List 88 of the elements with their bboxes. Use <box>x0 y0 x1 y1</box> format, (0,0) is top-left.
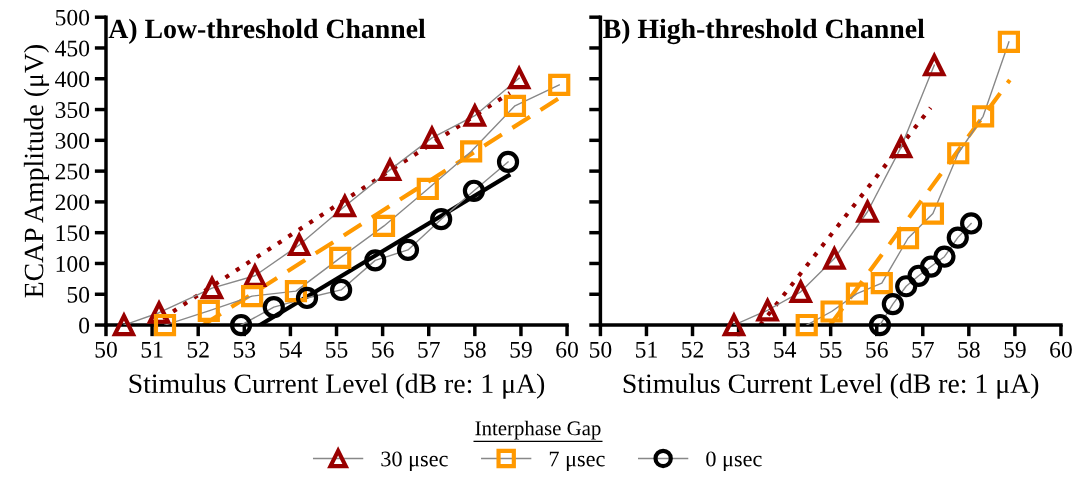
y-tick-label: 200 <box>55 194 90 211</box>
point <box>795 313 818 337</box>
y-tick-label: 0 <box>79 317 90 334</box>
point <box>364 249 387 272</box>
x-tick-label: 60 <box>556 341 578 358</box>
x-tick-label: 60 <box>1050 341 1072 358</box>
point <box>416 177 439 201</box>
point <box>496 150 520 173</box>
point <box>241 284 264 308</box>
legend-label: 30 μsec <box>381 451 448 471</box>
chart-title: A) Low-threshold Channel <box>108 18 426 44</box>
x-tick-label: 57 <box>418 341 440 358</box>
point <box>286 231 312 257</box>
point <box>820 300 843 323</box>
point <box>881 292 904 316</box>
point <box>295 286 319 310</box>
x-tick-label: 55 <box>820 341 842 358</box>
point <box>430 208 453 231</box>
x-tick-label: 52 <box>682 341 704 358</box>
y-tick-label: 150 <box>56 225 90 242</box>
x-tick-label: 55 <box>326 341 348 358</box>
point <box>262 296 285 319</box>
point <box>947 142 970 165</box>
x-tick-label: 53 <box>728 341 750 358</box>
point <box>721 311 747 337</box>
point <box>111 311 137 337</box>
y-tick-label: 250 <box>55 163 90 180</box>
point <box>329 246 352 270</box>
point <box>895 275 918 298</box>
x-tick-label: 57 <box>912 341 934 358</box>
x-tick-label: 59 <box>1004 341 1026 358</box>
point <box>462 102 488 127</box>
point <box>462 179 486 202</box>
point <box>788 278 813 303</box>
chart-title: B) High-threshold Channel <box>603 18 925 45</box>
x-axis-title: Stimulus Current Level (dB re: 1 μA) <box>129 373 545 399</box>
point <box>896 227 920 250</box>
point <box>946 226 969 249</box>
point <box>921 202 945 225</box>
x-tick-label: 51 <box>636 341 657 358</box>
point <box>377 156 403 181</box>
point <box>229 313 253 337</box>
x-tick-label: 53 <box>233 341 256 358</box>
point <box>907 264 930 287</box>
x-tick-label: 58 <box>958 341 980 358</box>
x-axis-title: Stimulus Current Level (dB re: 1 μA) <box>623 373 1039 399</box>
legend-label: 0 μsec <box>706 451 762 471</box>
point <box>933 245 956 268</box>
x-tick-label: 50 <box>95 341 117 358</box>
x-tick-label: 56 <box>372 341 394 358</box>
point <box>960 212 983 235</box>
y-tick-label: 50 <box>67 286 90 303</box>
legend-label: 7 μsec <box>549 451 605 471</box>
x-tick-label: 50 <box>589 341 612 358</box>
point <box>396 238 420 262</box>
x-tick-label: 59 <box>510 341 532 358</box>
y-tick-label: 100 <box>56 255 90 272</box>
y-tick-label: 450 <box>55 40 90 57</box>
point <box>330 278 353 302</box>
x-tick-label: 54 <box>774 341 797 358</box>
point <box>243 262 268 287</box>
point <box>868 313 892 337</box>
point <box>460 140 483 163</box>
x-tick-label: 56 <box>866 341 888 358</box>
point <box>870 272 893 295</box>
y-tick-label: 400 <box>55 71 90 88</box>
x-tick-label: 51 <box>141 341 163 358</box>
point <box>997 30 1021 53</box>
y-tick-label: 300 <box>55 132 90 149</box>
point <box>372 214 396 238</box>
point <box>199 274 225 300</box>
point <box>971 105 995 128</box>
x-tick-label: 52 <box>187 341 209 358</box>
y-tick-label: 500 <box>55 9 90 26</box>
x-tick-label: 54 <box>279 341 302 358</box>
legend-title: Interphase Gap <box>475 420 601 440</box>
point <box>197 299 220 322</box>
y-axis-title: ECAP Amplitude (μV) <box>23 45 50 298</box>
point <box>888 133 914 159</box>
point <box>419 124 445 149</box>
x-tick-label: 58 <box>464 341 486 358</box>
point <box>855 198 880 223</box>
point <box>153 313 177 337</box>
point <box>548 73 571 97</box>
point <box>503 94 527 117</box>
point <box>919 255 943 278</box>
point <box>845 282 869 305</box>
y-tick-label: 350 <box>55 102 90 118</box>
